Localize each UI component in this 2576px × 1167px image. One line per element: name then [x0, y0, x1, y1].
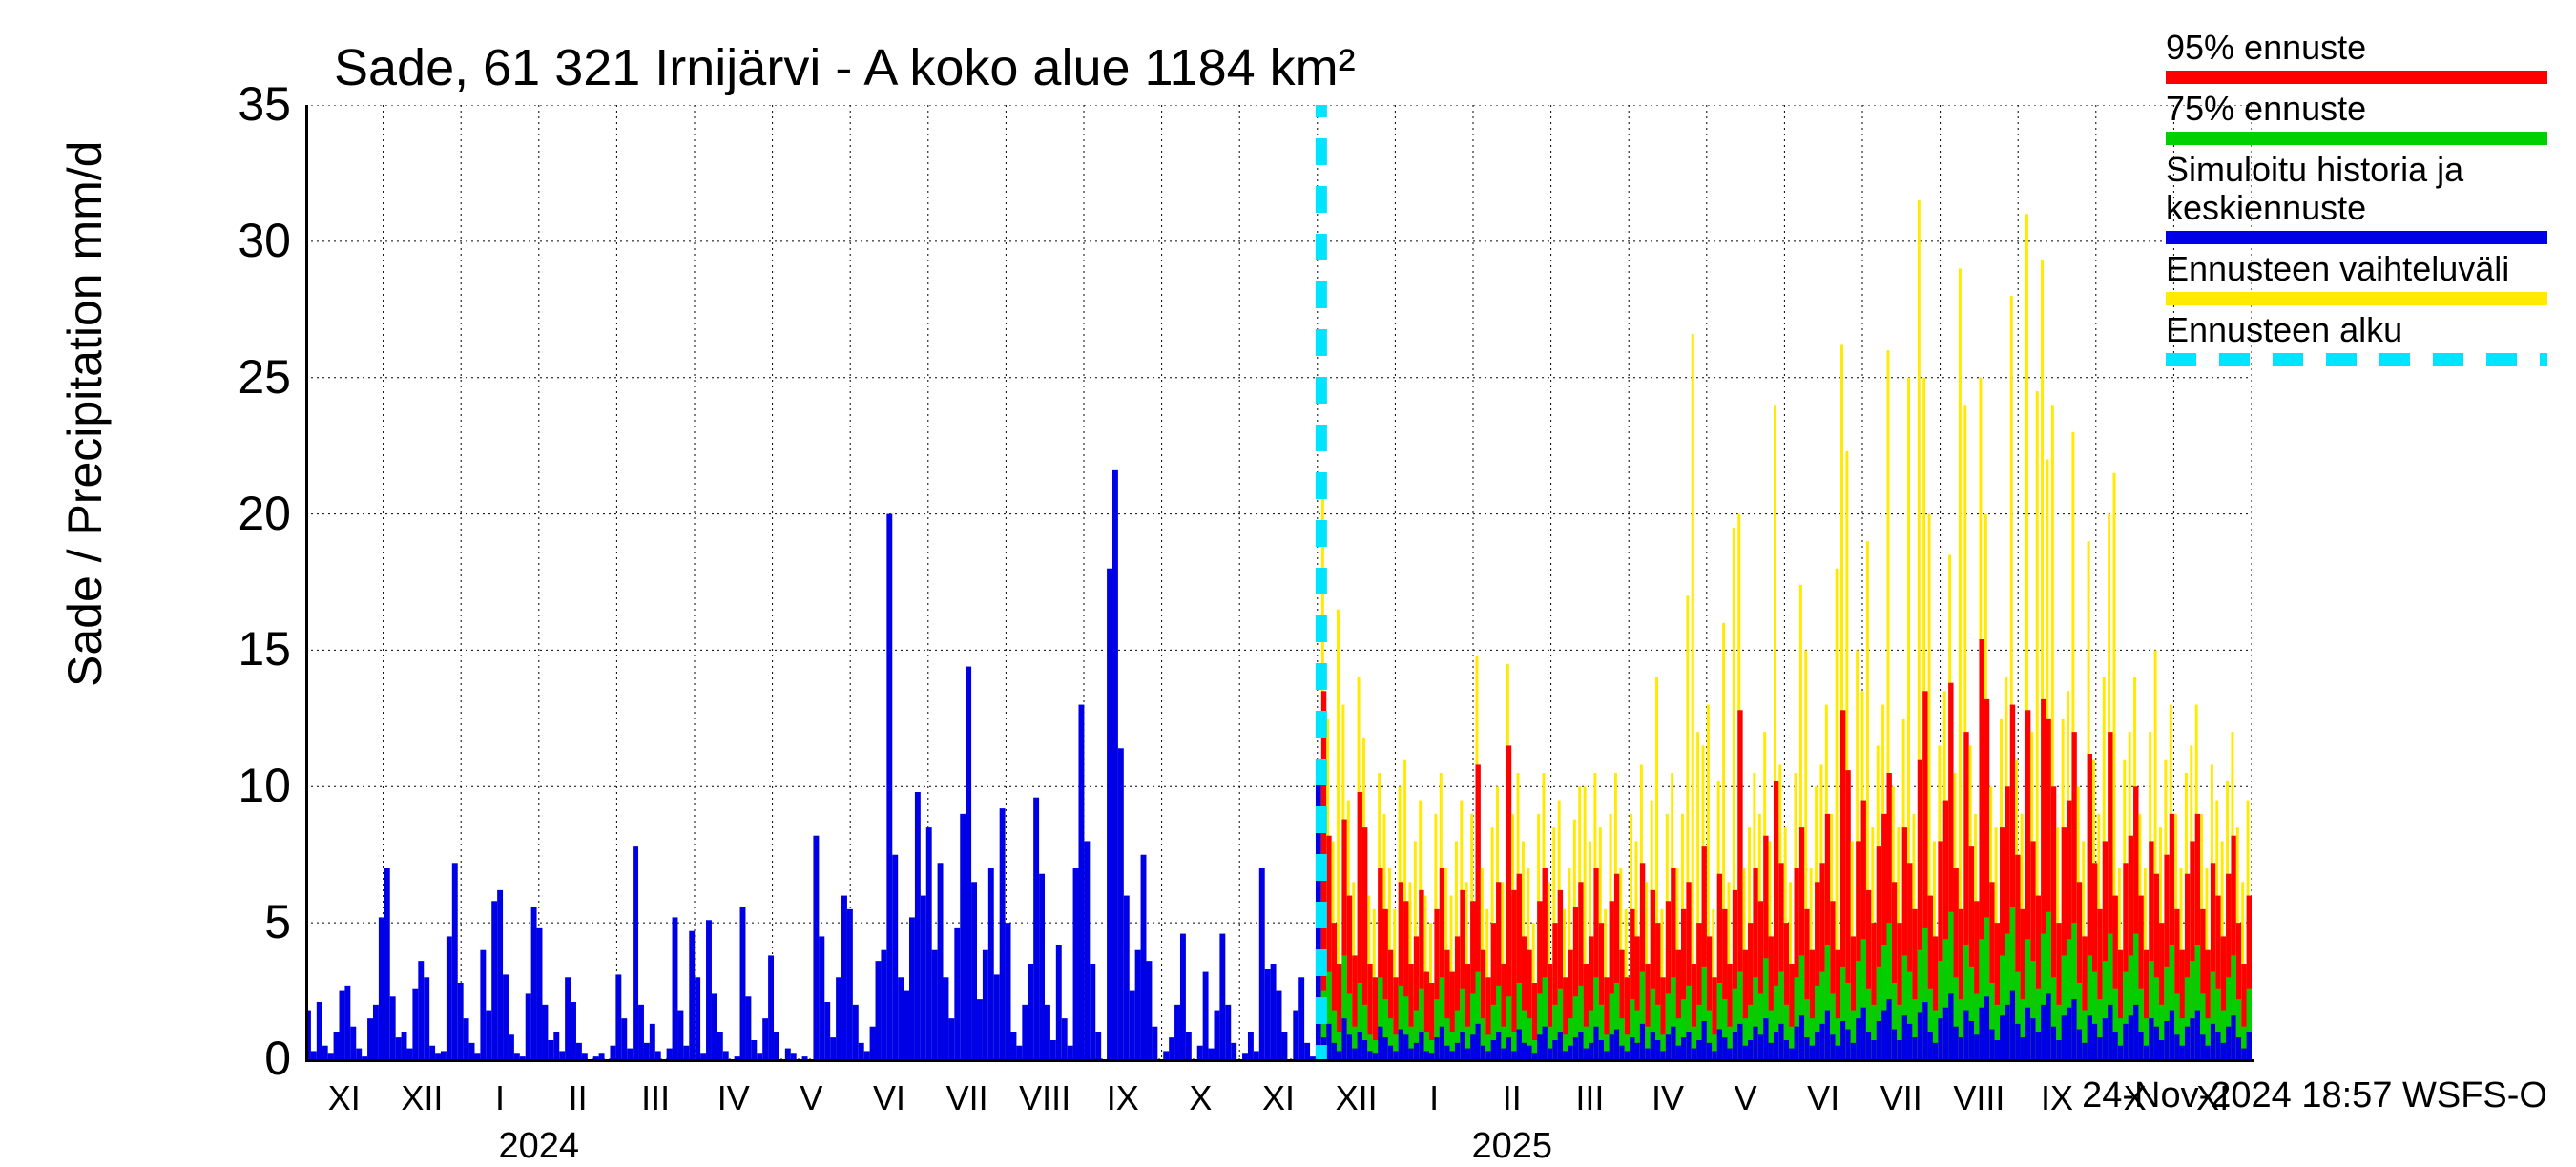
legend-item: Ennusteen alku	[2166, 311, 2547, 366]
month-tick: I	[1429, 1078, 1439, 1118]
month-tick: VIII	[1953, 1078, 2005, 1118]
legend-item: 95% ennuste	[2166, 29, 2547, 84]
legend-label: Ennusteen vaihteluväli	[2166, 250, 2547, 288]
month-tick: X	[1189, 1078, 1212, 1118]
footer-timestamp: 24-Nov-2024 18:57 WSFS-O	[2082, 1075, 2547, 1116]
y-tick: 25	[238, 349, 291, 405]
y-tick: 15	[238, 621, 291, 677]
month-tick: III	[641, 1078, 670, 1118]
legend-label: Ennusteen alku	[2166, 311, 2547, 349]
plot-border	[305, 105, 2254, 1062]
y-tick: 0	[264, 1031, 291, 1086]
chart-container: Sade, 61 321 Irnijärvi - A koko alue 118…	[0, 0, 2576, 1145]
month-tick: III	[1575, 1078, 1604, 1118]
month-tick: I	[495, 1078, 505, 1118]
legend: 95% ennuste 75% ennuste Simuloitu historia…	[2166, 29, 2547, 372]
legend-swatch	[2166, 292, 2547, 305]
month-tick: VII	[946, 1078, 988, 1118]
month-tick: II	[1503, 1078, 1522, 1118]
legend-label: 95% ennuste	[2166, 29, 2547, 67]
month-tick: IX	[1107, 1078, 1139, 1118]
month-tick: IX	[2041, 1078, 2073, 1118]
month-tick: VI	[873, 1078, 905, 1118]
y-tick: 30	[238, 213, 291, 268]
month-tick: V	[1735, 1078, 1757, 1118]
legend-swatch	[2166, 353, 2547, 366]
month-tick: IV	[1652, 1078, 1684, 1118]
month-tick: XI	[328, 1078, 361, 1118]
year-label: 2024	[499, 1126, 580, 1167]
legend-swatch	[2166, 132, 2547, 145]
y-tick: 35	[238, 76, 291, 132]
y-tick: 20	[238, 486, 291, 541]
month-tick: VI	[1807, 1078, 1839, 1118]
legend-item: Simuloitu historia jakeskiennuste	[2166, 151, 2547, 244]
year-label: 2025	[1472, 1126, 1553, 1167]
month-tick: XII	[401, 1078, 443, 1118]
month-tick: VIII	[1019, 1078, 1070, 1118]
legend-swatch	[2166, 71, 2547, 84]
month-tick: XI	[1262, 1078, 1295, 1118]
legend-swatch	[2166, 231, 2547, 244]
legend-item: Ennusteen vaihteluväli	[2166, 250, 2547, 305]
legend-label: Simuloitu historia jakeskiennuste	[2166, 151, 2547, 227]
month-tick: XII	[1336, 1078, 1378, 1118]
month-tick: IV	[717, 1078, 750, 1118]
chart-title: Sade, 61 321 Irnijärvi - A koko alue 118…	[334, 38, 1356, 97]
month-tick: II	[569, 1078, 588, 1118]
month-tick: V	[800, 1078, 822, 1118]
y-tick: 5	[264, 894, 291, 949]
legend-item: 75% ennuste	[2166, 90, 2547, 145]
y-axis-label: Sade / Precipitation mm/d	[57, 141, 113, 688]
y-tick: 10	[238, 758, 291, 813]
legend-label: 75% ennuste	[2166, 90, 2547, 128]
month-tick: VII	[1880, 1078, 1922, 1118]
